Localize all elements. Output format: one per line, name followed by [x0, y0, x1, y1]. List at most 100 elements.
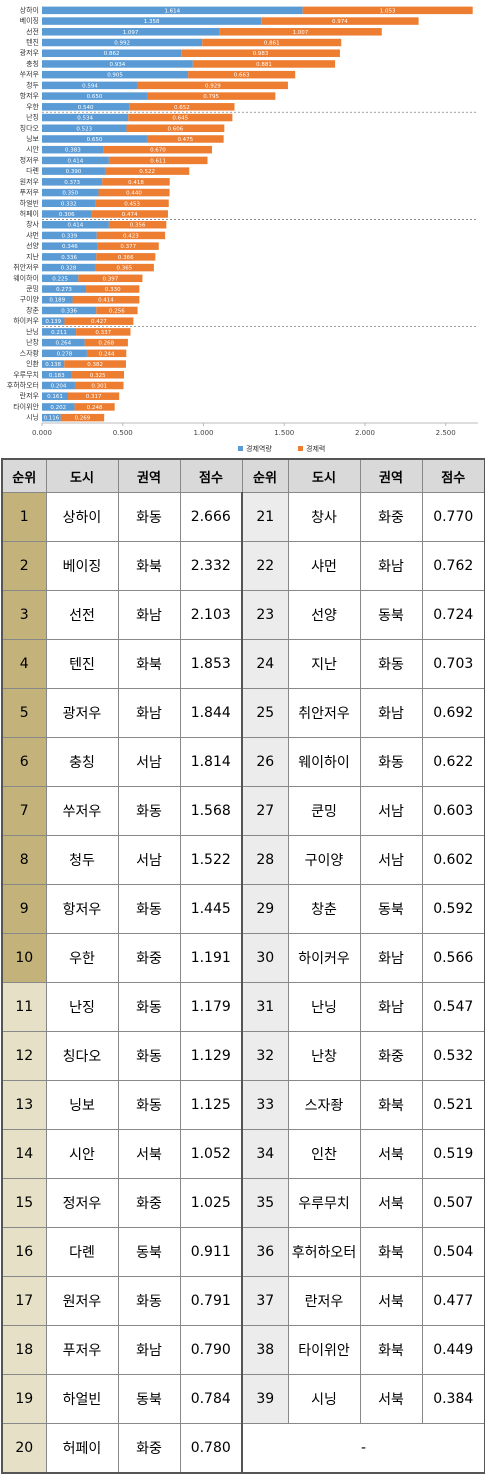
header-cell: 순위 — [241, 458, 289, 493]
legend-swatch — [298, 446, 303, 451]
header-cell: 권역 — [117, 458, 181, 493]
y-tick-label: 구이양 — [20, 295, 40, 304]
table-cell: 서북 — [359, 1374, 423, 1424]
value-label: 0.339 — [61, 233, 77, 239]
table-cell: 화남 — [117, 1325, 181, 1375]
value-label: 0.905 — [107, 73, 123, 79]
bar-segment — [42, 92, 147, 100]
bar-segment — [42, 295, 73, 304]
bar-segment — [188, 70, 296, 79]
legend-label: 경제역량 — [246, 444, 272, 453]
bar-segment — [91, 210, 168, 218]
value-label: 0.523 — [76, 126, 92, 132]
table-row: 14 시안 서북 1.052 34 인찬 서북 0.519 — [1, 1129, 485, 1179]
page: 상하이 1.614 1.053 베이징 1.358 0.974 선전 1.097 1.007 텐진… — [1, 5, 485, 1474]
value-label: 0.474 — [122, 212, 138, 218]
table-cell: 난닝 — [287, 982, 361, 1032]
y-tick-label: 정저우 — [20, 155, 40, 164]
table-cell: 0.622 — [421, 737, 485, 787]
table-cell: 0.519 — [421, 1129, 485, 1179]
bar-segment — [42, 328, 77, 336]
bar-segment — [86, 285, 140, 293]
rank-cell: 32 — [241, 1031, 289, 1081]
value-label: 0.373 — [64, 180, 80, 186]
table-cell: 0.566 — [421, 933, 485, 983]
table-cell: 난징 — [45, 982, 119, 1032]
value-label: 0.269 — [75, 416, 91, 422]
value-label: 0.256 — [109, 308, 125, 314]
table-cell: 쑤저우 — [45, 786, 119, 836]
bar-segment — [42, 199, 96, 208]
rank-cell: 29 — [241, 884, 289, 934]
value-label: 0.301 — [91, 383, 107, 389]
rank-cell: 8 — [1, 835, 47, 885]
bar-segment — [42, 70, 189, 79]
table-cell: 란저우 — [287, 1276, 361, 1326]
bar-segment — [42, 371, 72, 379]
rank-cell: 2 — [1, 541, 47, 591]
table-cell: 화중 — [117, 1423, 181, 1474]
table-cell: 충칭 — [45, 737, 119, 787]
y-tick-label: 항저우 — [20, 91, 40, 100]
table-cell: 구이양 — [287, 835, 361, 885]
value-label: 1.097 — [123, 30, 139, 36]
value-label: 0.645 — [172, 116, 188, 122]
value-label: 0.934 — [110, 62, 126, 68]
value-label: 0.225 — [52, 276, 68, 282]
bar-segment — [96, 306, 138, 315]
value-label: 0.540 — [78, 105, 94, 111]
table-cell: 화동 — [117, 982, 181, 1032]
rank-cell: 33 — [241, 1080, 289, 1130]
y-tick-label: 타이위안 — [13, 402, 39, 411]
y-tick-label: 원저우 — [20, 177, 40, 186]
bar-segment — [108, 156, 208, 165]
table-cell: 화동 — [117, 1080, 181, 1130]
value-label: 0.414 — [68, 158, 84, 164]
table-cell: 동북 — [117, 1374, 181, 1424]
value-label: 0.427 — [91, 319, 107, 325]
table-cell: 화북 — [359, 1080, 423, 1130]
rank-cell: 17 — [1, 1276, 47, 1326]
rank-cell: 4 — [1, 639, 47, 689]
y-tick-label: 다롄 — [26, 166, 39, 175]
table-cell: 푸저우 — [45, 1325, 119, 1375]
table-cell: 동북 — [359, 884, 423, 934]
rank-cell: 21 — [241, 492, 289, 542]
bar-segment — [60, 413, 105, 422]
value-label: 0.325 — [90, 373, 106, 379]
table-cell: 우루무치 — [287, 1178, 361, 1228]
y-tick-label: 하얼빈 — [20, 198, 39, 207]
bar-segment — [96, 231, 166, 240]
rank-cell: 22 — [241, 541, 289, 591]
bar-segment — [219, 28, 382, 36]
value-label: 0.423 — [123, 233, 139, 239]
table-row: 10 우한 화중 1.191 30 하이커우 화남 0.566 — [1, 933, 485, 983]
legend-label: 경제력 — [306, 444, 325, 453]
bar-segment — [302, 6, 473, 15]
y-tick-label: 시안 — [26, 145, 39, 154]
y-tick-label: 인촨 — [26, 359, 39, 368]
x-tick-label: 0.000 — [32, 429, 52, 437]
y-tick-label: 창사 — [26, 220, 39, 229]
rank-cell: 38 — [241, 1325, 289, 1375]
table-cell: 1.025 — [179, 1178, 243, 1228]
table-cell: 창춘 — [287, 884, 361, 934]
y-tick-label: 난창 — [26, 338, 39, 347]
table-cell: 후허하오터 — [287, 1227, 361, 1277]
y-tick-label: 텐진 — [26, 38, 39, 47]
header-cell: 순위 — [1, 458, 47, 493]
table-cell: 동북 — [117, 1227, 181, 1277]
rank-cell: 11 — [1, 982, 47, 1032]
bar-segment — [84, 338, 128, 347]
table-cell: 광저우 — [45, 688, 119, 738]
bar-segment — [74, 403, 115, 411]
value-label: 0.611 — [150, 158, 166, 164]
y-tick-label: 지난 — [26, 252, 39, 261]
table-cell: 서북 — [117, 1129, 181, 1179]
bar-segment — [42, 210, 92, 218]
rank-cell: 16 — [1, 1227, 47, 1277]
bar-segment — [42, 124, 127, 133]
table-cell: 칭다오 — [45, 1031, 119, 1081]
bar-segment — [103, 145, 213, 154]
header-cell: 도시 — [45, 458, 119, 493]
